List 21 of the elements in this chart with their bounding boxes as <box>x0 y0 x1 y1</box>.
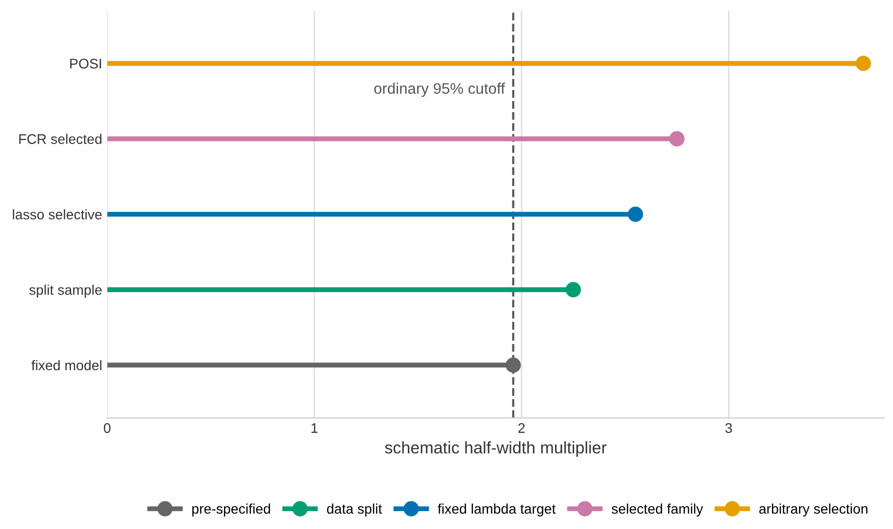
legend-label: selected family <box>612 504 704 516</box>
x-tick-label: 3 <box>725 423 732 433</box>
legend-label: arbitrary selection <box>759 504 868 516</box>
legend-label: fixed lambda target <box>438 504 556 516</box>
point <box>628 206 644 222</box>
x-axis-title: schematic half-width multiplier <box>384 441 606 457</box>
x-tick-label: 1 <box>312 423 318 433</box>
y-tick-label: POSI <box>70 58 102 69</box>
y-tick-label: split sample <box>29 284 102 298</box>
x-tick-label: 0 <box>104 423 110 433</box>
y-tick-label: fixed model <box>31 360 102 370</box>
ref-line-label: ordinary 95% cutoff <box>374 82 505 97</box>
point <box>669 131 685 146</box>
y-tick-label: lasso selective <box>12 209 102 220</box>
point <box>566 282 581 298</box>
x-tick-label: 2 <box>518 423 525 433</box>
legend-label: pre-specified <box>192 504 270 516</box>
y-tick-label: FCR selected <box>19 134 102 144</box>
point <box>506 357 521 373</box>
point <box>856 56 871 72</box>
legend-label: data split <box>327 504 382 516</box>
